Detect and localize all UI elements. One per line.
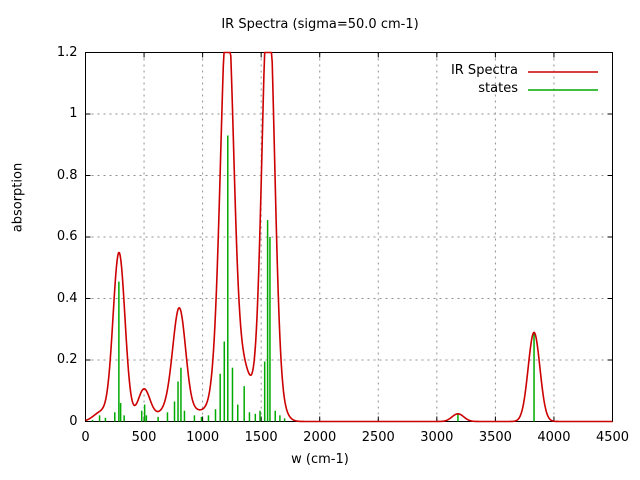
legend-line-samples — [528, 71, 598, 91]
legend-item-label: states — [478, 81, 518, 96]
x-tick-label: 2500 — [361, 429, 395, 445]
x-tick-label: 500 — [131, 429, 157, 445]
grid-lines — [85, 52, 613, 422]
x-tick-label: 4000 — [537, 429, 571, 445]
y-tick-label: 1.2 — [56, 44, 78, 60]
x-tick-label: 3500 — [478, 429, 512, 445]
y-tick-label: 0.8 — [56, 167, 78, 183]
ir-spectra-curve — [85, 51, 613, 423]
x-tick-label: 1000 — [186, 429, 220, 445]
x-tick-label: 3000 — [420, 429, 454, 445]
x-tick-label: 0 — [81, 429, 90, 445]
page-title: IR Spectra (sigma=50.0 cm-1) — [221, 17, 419, 32]
x-tick-label: 1500 — [244, 429, 278, 445]
y-tick-label: 0.6 — [56, 229, 78, 244]
x-tick-label: 4500 — [595, 429, 630, 445]
x-axis-label: w (cm-1) — [291, 452, 349, 467]
x-tick-label: 2000 — [303, 429, 337, 445]
y-tick-label: 0 — [69, 413, 78, 429]
y-tick-label: 0.2 — [56, 352, 78, 367]
y-tick-label: 1 — [69, 106, 78, 121]
y-tick-label: 0.4 — [56, 290, 78, 306]
states-stems — [91, 135, 535, 422]
legend-item-label: IR Spectra — [450, 63, 518, 78]
